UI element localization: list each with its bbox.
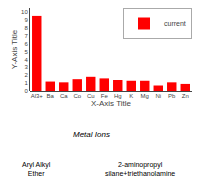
svg-text:6: 6 xyxy=(24,41,28,47)
svg-text:Ba: Ba xyxy=(47,93,55,99)
svg-text:9: 9 xyxy=(24,17,28,23)
svg-text:10: 10 xyxy=(21,9,28,15)
svg-text:8: 8 xyxy=(24,25,28,31)
svg-text:Metal Ions: Metal Ions xyxy=(73,130,110,139)
svg-text:Aryl AlkylEther: Aryl AlkylEther xyxy=(22,161,51,177)
svg-text:Fe: Fe xyxy=(101,93,109,99)
svg-text:2-aminopropylsilane+triethanol: 2-aminopropylsilane+triethanolamine xyxy=(105,161,175,177)
svg-text:Zn: Zn xyxy=(182,93,189,99)
svg-text:Y-Axis Title: Y-Axis Title xyxy=(10,29,19,69)
svg-text:5: 5 xyxy=(24,49,28,55)
svg-text:Ca: Ca xyxy=(60,93,68,99)
svg-text:K: K xyxy=(129,93,133,99)
svg-text:current: current xyxy=(164,20,186,27)
svg-text:3: 3 xyxy=(24,64,28,70)
svg-text:0: 0 xyxy=(24,88,28,94)
svg-text:7: 7 xyxy=(24,33,28,39)
svg-text:Hg: Hg xyxy=(114,93,122,99)
svg-text:Al3+: Al3+ xyxy=(31,93,44,99)
svg-text:Co: Co xyxy=(73,93,81,99)
svg-text:4: 4 xyxy=(24,57,28,63)
svg-text:Cu: Cu xyxy=(87,93,95,99)
svg-text:Pb: Pb xyxy=(168,93,176,99)
svg-text:1: 1 xyxy=(24,80,28,86)
svg-text:2: 2 xyxy=(24,72,28,78)
svg-text:X-Axis Title: X-Axis Title xyxy=(91,99,132,108)
svg-text:Ni: Ni xyxy=(155,93,161,99)
svg-text:Mg: Mg xyxy=(141,93,149,99)
